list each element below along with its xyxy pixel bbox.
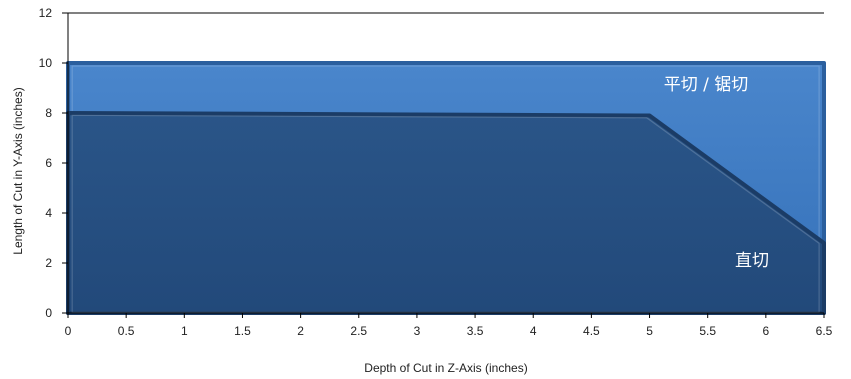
x-tick-label: 2.5	[350, 324, 367, 338]
x-tick-labels: 0 0.5 1 1.5 2 2.5 3 3.5 4 4.5 5 5.5 6 6.5	[65, 313, 833, 338]
y-axis-title: Length of Cut in Y-Axis (inches)	[11, 87, 25, 254]
series-label-straight-cut: 直切	[735, 251, 769, 271]
x-tick-label: 1.5	[234, 324, 251, 338]
x-tick-label: 3	[414, 324, 421, 338]
x-axis-title: Depth of Cut in Z-Axis (inches)	[364, 361, 527, 375]
y-tick-label: 6	[45, 156, 52, 170]
y-tick-label: 8	[45, 106, 52, 120]
series-label-flat-saw: 平切 / 锯切	[664, 75, 749, 95]
x-tick-label: 0	[65, 324, 72, 338]
x-tick-label: 4	[530, 324, 537, 338]
x-tick-label: 4.5	[583, 324, 600, 338]
x-tick-label: 2	[297, 324, 304, 338]
plot-areas	[66, 61, 826, 315]
x-tick-label: 5.5	[699, 324, 716, 338]
x-tick-label: 0.5	[118, 324, 135, 338]
x-tick-label: 3.5	[467, 324, 484, 338]
x-tick-label: 1	[181, 324, 188, 338]
x-tick-label: 6.5	[816, 324, 833, 338]
y-tick-label: 4	[45, 206, 52, 220]
y-tick-label: 12	[39, 6, 53, 20]
y-tick-label: 2	[45, 256, 52, 270]
y-tick-labels: 0 2 4 6 8 10 12	[39, 6, 68, 320]
area-straight-cut-highlight	[71, 114, 820, 313]
y-tick-label: 0	[45, 306, 52, 320]
y-tick-label: 10	[39, 56, 53, 70]
x-tick-label: 6	[763, 324, 770, 338]
x-tick-label: 5	[646, 324, 653, 338]
